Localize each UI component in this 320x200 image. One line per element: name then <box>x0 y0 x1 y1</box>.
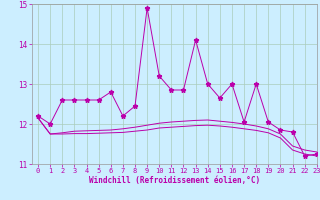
X-axis label: Windchill (Refroidissement éolien,°C): Windchill (Refroidissement éolien,°C) <box>89 176 260 185</box>
